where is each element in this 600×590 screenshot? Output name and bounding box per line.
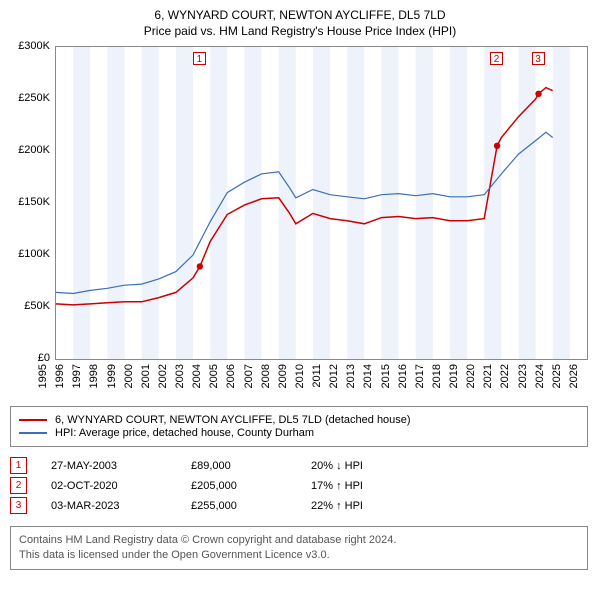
sale-delta: 20% ↓ HPI <box>311 460 431 472</box>
sale-delta: 22% ↑ HPI <box>311 500 431 512</box>
ytick-label: £0 <box>10 352 50 364</box>
sale-dot <box>494 143 500 149</box>
sale-delta: 17% ↑ HPI <box>311 480 431 492</box>
page-title: 6, WYNYARD COURT, NEWTON AYCLIFFE, DL5 7… <box>10 8 590 22</box>
sale-marker-box: 3 <box>532 52 545 65</box>
sale-marker-icon: 3 <box>10 497 27 514</box>
sale-marker-box: 2 <box>490 52 503 65</box>
series-hpi <box>56 132 553 293</box>
sale-marker-icon: 2 <box>10 477 27 494</box>
ytick-label: £200K <box>10 144 50 156</box>
ytick-label: £100K <box>10 248 50 260</box>
page-subtitle: Price paid vs. HM Land Registry's House … <box>10 24 590 38</box>
series-property <box>56 88 553 305</box>
ytick-label: £300K <box>10 40 50 52</box>
sale-marker-icon: 1 <box>10 457 27 474</box>
sale-row: 3 03-MAR-2023 £255,000 22% ↑ HPI <box>10 497 570 514</box>
sale-row: 1 27-MAY-2003 £89,000 20% ↓ HPI <box>10 457 570 474</box>
sale-date: 27-MAY-2003 <box>51 460 191 472</box>
copyright-notice: Contains HM Land Registry data © Crown c… <box>10 526 588 570</box>
legend-item: HPI: Average price, detached house, Coun… <box>19 427 579 439</box>
sales-list: 1 27-MAY-2003 £89,000 20% ↓ HPI 2 02-OCT… <box>10 457 570 514</box>
legend-label: 6, WYNYARD COURT, NEWTON AYCLIFFE, DL5 7… <box>55 414 411 426</box>
xtick-label: 2026 <box>568 364 600 388</box>
sale-date: 03-MAR-2023 <box>51 500 191 512</box>
ytick-label: £150K <box>10 196 50 208</box>
sale-date: 02-OCT-2020 <box>51 480 191 492</box>
sale-dot <box>535 91 541 97</box>
legend-label: HPI: Average price, detached house, Coun… <box>55 427 314 439</box>
notice-line: Contains HM Land Registry data © Crown c… <box>19 533 579 548</box>
legend-swatch <box>19 432 47 434</box>
sale-row: 2 02-OCT-2020 £205,000 17% ↑ HPI <box>10 477 570 494</box>
sale-marker-box: 1 <box>193 52 206 65</box>
notice-line: This data is licensed under the Open Gov… <box>19 548 579 563</box>
sale-dot <box>197 263 203 269</box>
legend-swatch <box>19 419 47 421</box>
legend-item: 6, WYNYARD COURT, NEWTON AYCLIFFE, DL5 7… <box>19 414 579 426</box>
price-chart: £0£50K£100K£150K£200K£250K£300K199519961… <box>10 46 588 396</box>
ytick-label: £50K <box>10 300 50 312</box>
sale-price: £89,000 <box>191 460 311 472</box>
sale-price: £205,000 <box>191 480 311 492</box>
ytick-label: £250K <box>10 92 50 104</box>
sale-price: £255,000 <box>191 500 311 512</box>
legend: 6, WYNYARD COURT, NEWTON AYCLIFFE, DL5 7… <box>10 406 588 447</box>
